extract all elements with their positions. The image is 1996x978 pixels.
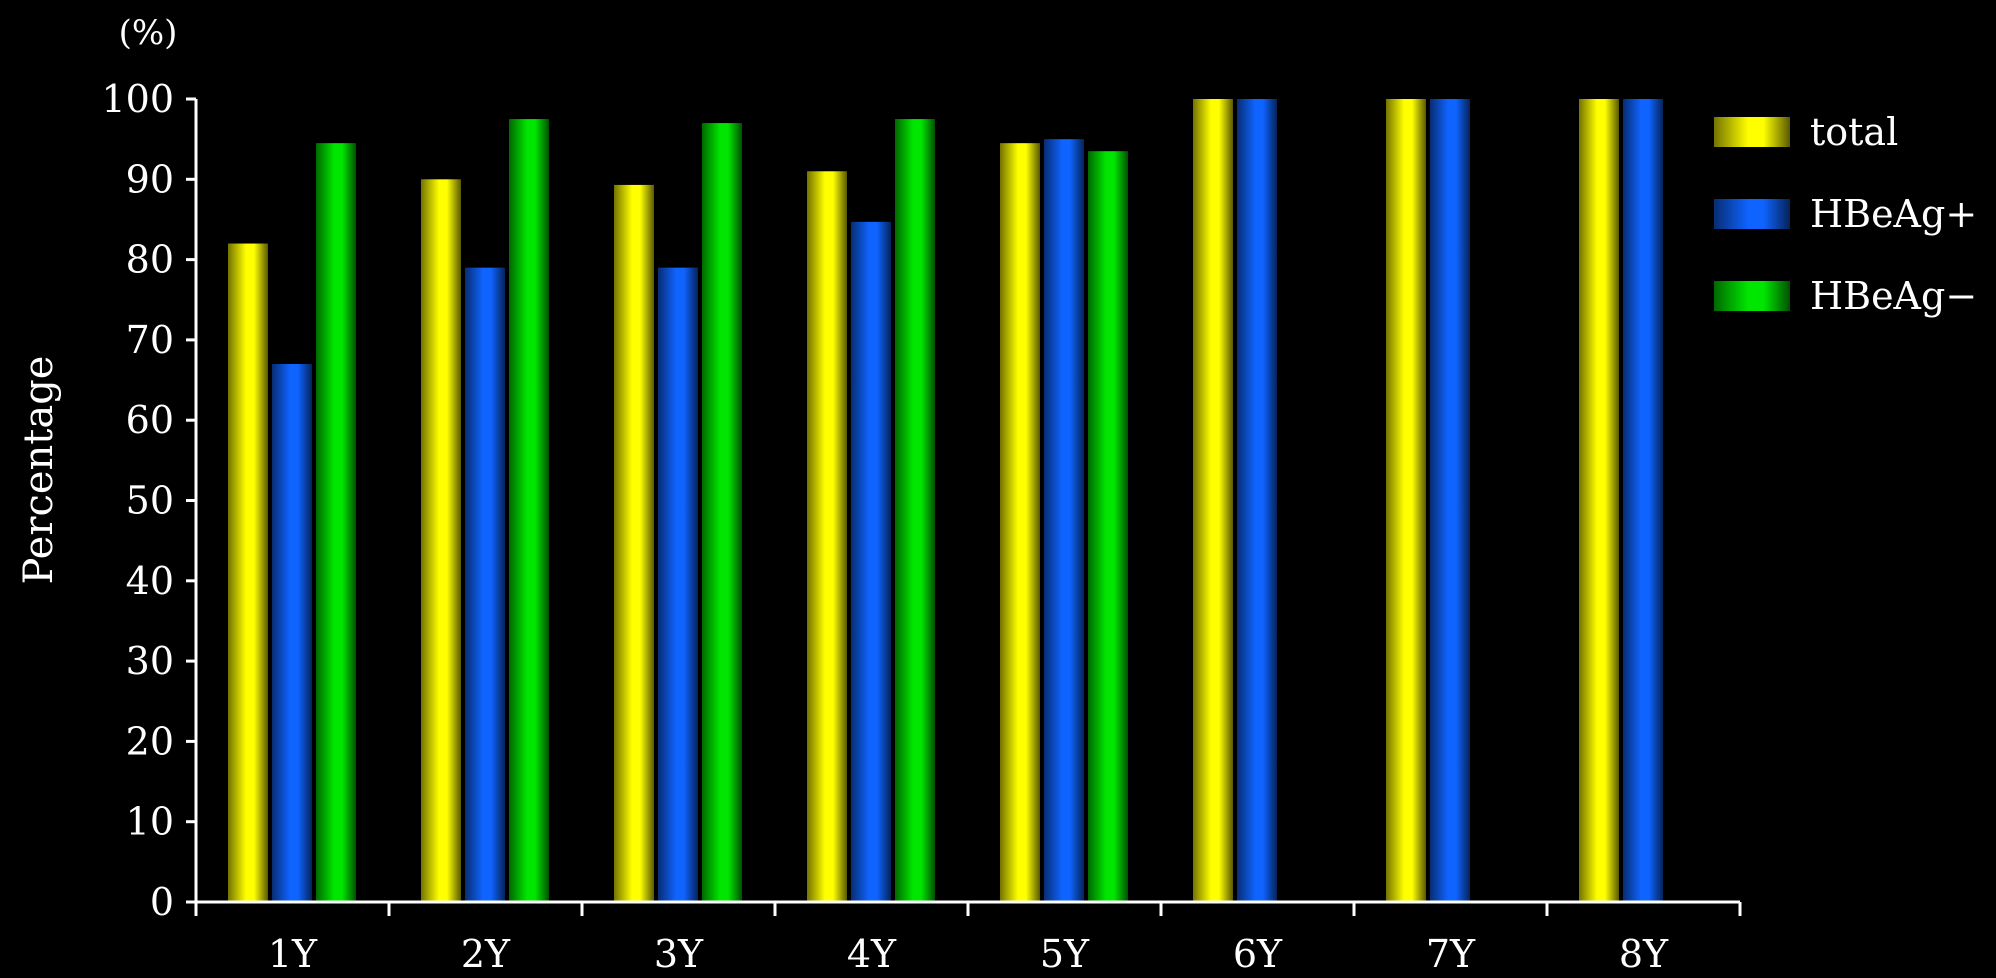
x-tick-label: 5Y (1040, 932, 1090, 974)
y-tick-label: 90 (126, 157, 174, 201)
bar-HBeAg-4Y (851, 221, 891, 902)
legend-swatch-HBeAg (1714, 199, 1790, 229)
legend-label: HBeAg− (1810, 274, 1977, 318)
legend-label: HBeAg+ (1810, 192, 1977, 236)
bar-total-7Y (1386, 99, 1426, 902)
legend-swatch-HBeAg (1714, 281, 1790, 311)
bar-HBeAg-1Y (316, 143, 356, 903)
x-tick-label: 3Y (654, 932, 704, 974)
bar-HBeAg-3Y (702, 123, 742, 903)
bar-total-3Y (614, 184, 654, 902)
x-tick-label: 8Y (1619, 932, 1669, 974)
y-tick-label: 100 (101, 77, 174, 121)
legend: total HBeAg+ HBeAg− (1714, 110, 1977, 318)
y-axis-title: Percentage (16, 356, 62, 585)
bar-total-2Y (421, 179, 461, 903)
bar-HBeAg-6Y (1237, 99, 1277, 902)
y-axis-unit-label: (%) (119, 13, 178, 53)
bar-HBeAg-3Y (658, 267, 698, 902)
legend-swatch-total (1714, 117, 1790, 147)
bar-HBeAg-5Y (1044, 139, 1084, 902)
x-tick-label: 6Y (1233, 932, 1283, 974)
bar-total-5Y (1000, 143, 1040, 903)
y-tick-label: 70 (126, 318, 174, 362)
y-tick-label: 60 (126, 398, 174, 442)
bar-HBeAg-2Y (465, 267, 505, 902)
bar-HBeAg-5Y (1088, 151, 1128, 902)
plot-area (228, 99, 1663, 903)
bar-total-8Y (1579, 99, 1619, 902)
x-tick-label: 4Y (847, 932, 897, 974)
y-tick-label: 10 (126, 800, 174, 844)
y-tick-label: 20 (126, 719, 174, 763)
bar-HBeAg-2Y (509, 119, 549, 902)
y-tick-label: 80 (126, 238, 174, 282)
bar-total-1Y (228, 243, 268, 903)
legend-label: total (1810, 110, 1898, 154)
bar-HBeAg-7Y (1430, 99, 1470, 902)
x-tick-label: 2Y (461, 932, 511, 974)
bar-total-4Y (807, 171, 847, 902)
y-tick-label: 30 (126, 639, 174, 683)
x-tick-label: 7Y (1426, 932, 1476, 974)
bar-HBeAg-1Y (272, 363, 312, 902)
y-tick-label: 0 (150, 880, 174, 924)
bar-total-6Y (1193, 99, 1233, 902)
y-tick-label: 50 (126, 479, 174, 523)
y-tick-label: 40 (126, 559, 174, 603)
axes: 0 10 20 30 40 50 60 70 80 90 100 1Y 2Y 3Y 4Y 5Y 6Y 7Y 8Y (101, 77, 1742, 976)
x-tick-label: 1Y (268, 932, 318, 974)
bar-HBeAg-8Y (1623, 99, 1663, 902)
bar-HBeAg-4Y (895, 119, 935, 902)
